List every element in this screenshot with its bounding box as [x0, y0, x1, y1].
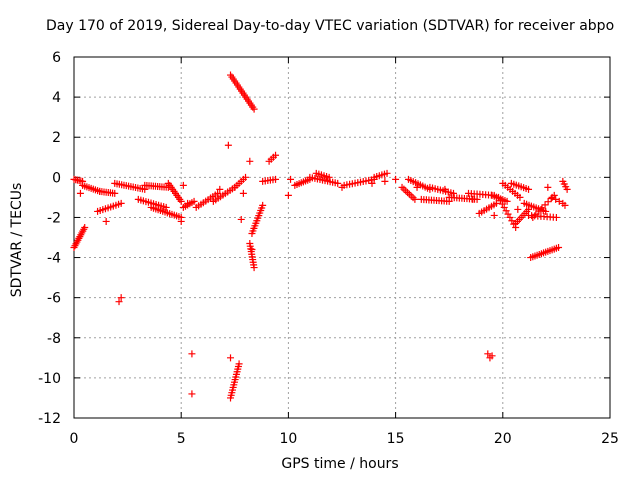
- data-point: [441, 185, 449, 193]
- data-point: [407, 192, 415, 200]
- data-point: [177, 197, 185, 205]
- data-point: [552, 213, 560, 221]
- data-point: [162, 203, 170, 211]
- y-tick-label: -4: [47, 251, 61, 267]
- y-tick-label: 0: [52, 170, 61, 186]
- data-point: [237, 215, 245, 223]
- data-point: [449, 189, 457, 197]
- data-point: [561, 201, 569, 209]
- data-point: [535, 207, 543, 215]
- data-point: [488, 352, 496, 360]
- data-point: [484, 350, 492, 358]
- data-point: [259, 201, 267, 209]
- data-point: [115, 298, 123, 306]
- data-point: [250, 264, 258, 272]
- data-point: [547, 195, 555, 203]
- data-point: [555, 197, 563, 205]
- data-point: [411, 195, 419, 203]
- y-tick-label: 4: [52, 90, 61, 106]
- chart-title: Day 170 of 2019, Sidereal Day-to-day VTE…: [46, 18, 615, 34]
- data-point: [503, 197, 511, 205]
- data-point: [398, 183, 406, 191]
- x-tick-label: 15: [387, 431, 405, 447]
- data-point: [400, 185, 408, 193]
- data-point: [548, 193, 556, 201]
- data-point: [404, 189, 412, 197]
- data-point: [102, 217, 110, 225]
- data-point: [227, 354, 235, 362]
- data-point: [532, 210, 540, 218]
- x-tick-label: 10: [279, 431, 297, 447]
- data-point: [246, 157, 254, 165]
- data-point: [542, 207, 550, 215]
- data-point: [177, 217, 185, 225]
- data-point: [338, 183, 346, 191]
- axes: [73, 56, 611, 419]
- data-point: [111, 189, 119, 197]
- data-point: [184, 199, 192, 207]
- data-point: [235, 360, 243, 368]
- y-tick-label: 2: [52, 130, 61, 146]
- data-point: [224, 141, 232, 149]
- data-point: [409, 194, 417, 202]
- data-point: [469, 195, 477, 203]
- data-point: [538, 204, 546, 212]
- grid-lines: [74, 57, 610, 418]
- data-point: [117, 199, 125, 207]
- data-point: [76, 189, 84, 197]
- x-tick-label: 5: [177, 431, 186, 447]
- y-tick-label: -2: [47, 210, 61, 226]
- data-point: [529, 213, 537, 221]
- data-point: [242, 173, 250, 181]
- data-point: [541, 201, 549, 209]
- x-axis-label: GPS time / hours: [281, 456, 399, 472]
- data-point: [555, 244, 563, 252]
- data-point: [402, 187, 410, 195]
- data-point: [188, 390, 196, 398]
- data-point: [117, 294, 125, 302]
- y-tick-label: -8: [47, 331, 61, 347]
- data-point: [405, 190, 413, 198]
- data-point: [239, 189, 247, 197]
- data-point: [188, 350, 196, 358]
- data-point: [490, 211, 498, 219]
- y-tick-label: -10: [38, 371, 61, 387]
- data-point: [525, 185, 533, 193]
- data-point: [514, 205, 522, 213]
- data-point: [216, 185, 224, 193]
- y-tick-label: -12: [38, 411, 61, 427]
- data-point: [383, 169, 391, 177]
- y-axis-label: SDTVAR / TECUs: [9, 182, 25, 298]
- data-point: [552, 195, 560, 203]
- data-point: [544, 183, 552, 191]
- data-point: [272, 175, 280, 183]
- data-point: [368, 179, 376, 187]
- data-point: [381, 177, 389, 185]
- data-point: [272, 151, 280, 159]
- x-tick-label: 20: [494, 431, 512, 447]
- data-point: [544, 198, 552, 206]
- data-points: [70, 71, 571, 402]
- data-point: [492, 199, 500, 207]
- data-point: [287, 175, 295, 183]
- data-point: [190, 197, 198, 205]
- y-tick-label: -6: [47, 291, 61, 307]
- data-point: [284, 191, 292, 199]
- data-point: [325, 173, 333, 181]
- data-point: [250, 105, 258, 113]
- data-point: [413, 183, 421, 191]
- data-point: [81, 223, 89, 231]
- data-point: [563, 185, 571, 193]
- y-tick-label: 6: [52, 50, 61, 66]
- plot-border: [73, 56, 611, 419]
- data-point: [516, 193, 524, 201]
- data-point: [392, 175, 400, 183]
- data-point: [248, 246, 256, 254]
- data-point: [179, 181, 187, 189]
- data-point: [334, 179, 342, 187]
- x-tick-label: 25: [601, 431, 619, 447]
- x-tick-label: 0: [70, 431, 79, 447]
